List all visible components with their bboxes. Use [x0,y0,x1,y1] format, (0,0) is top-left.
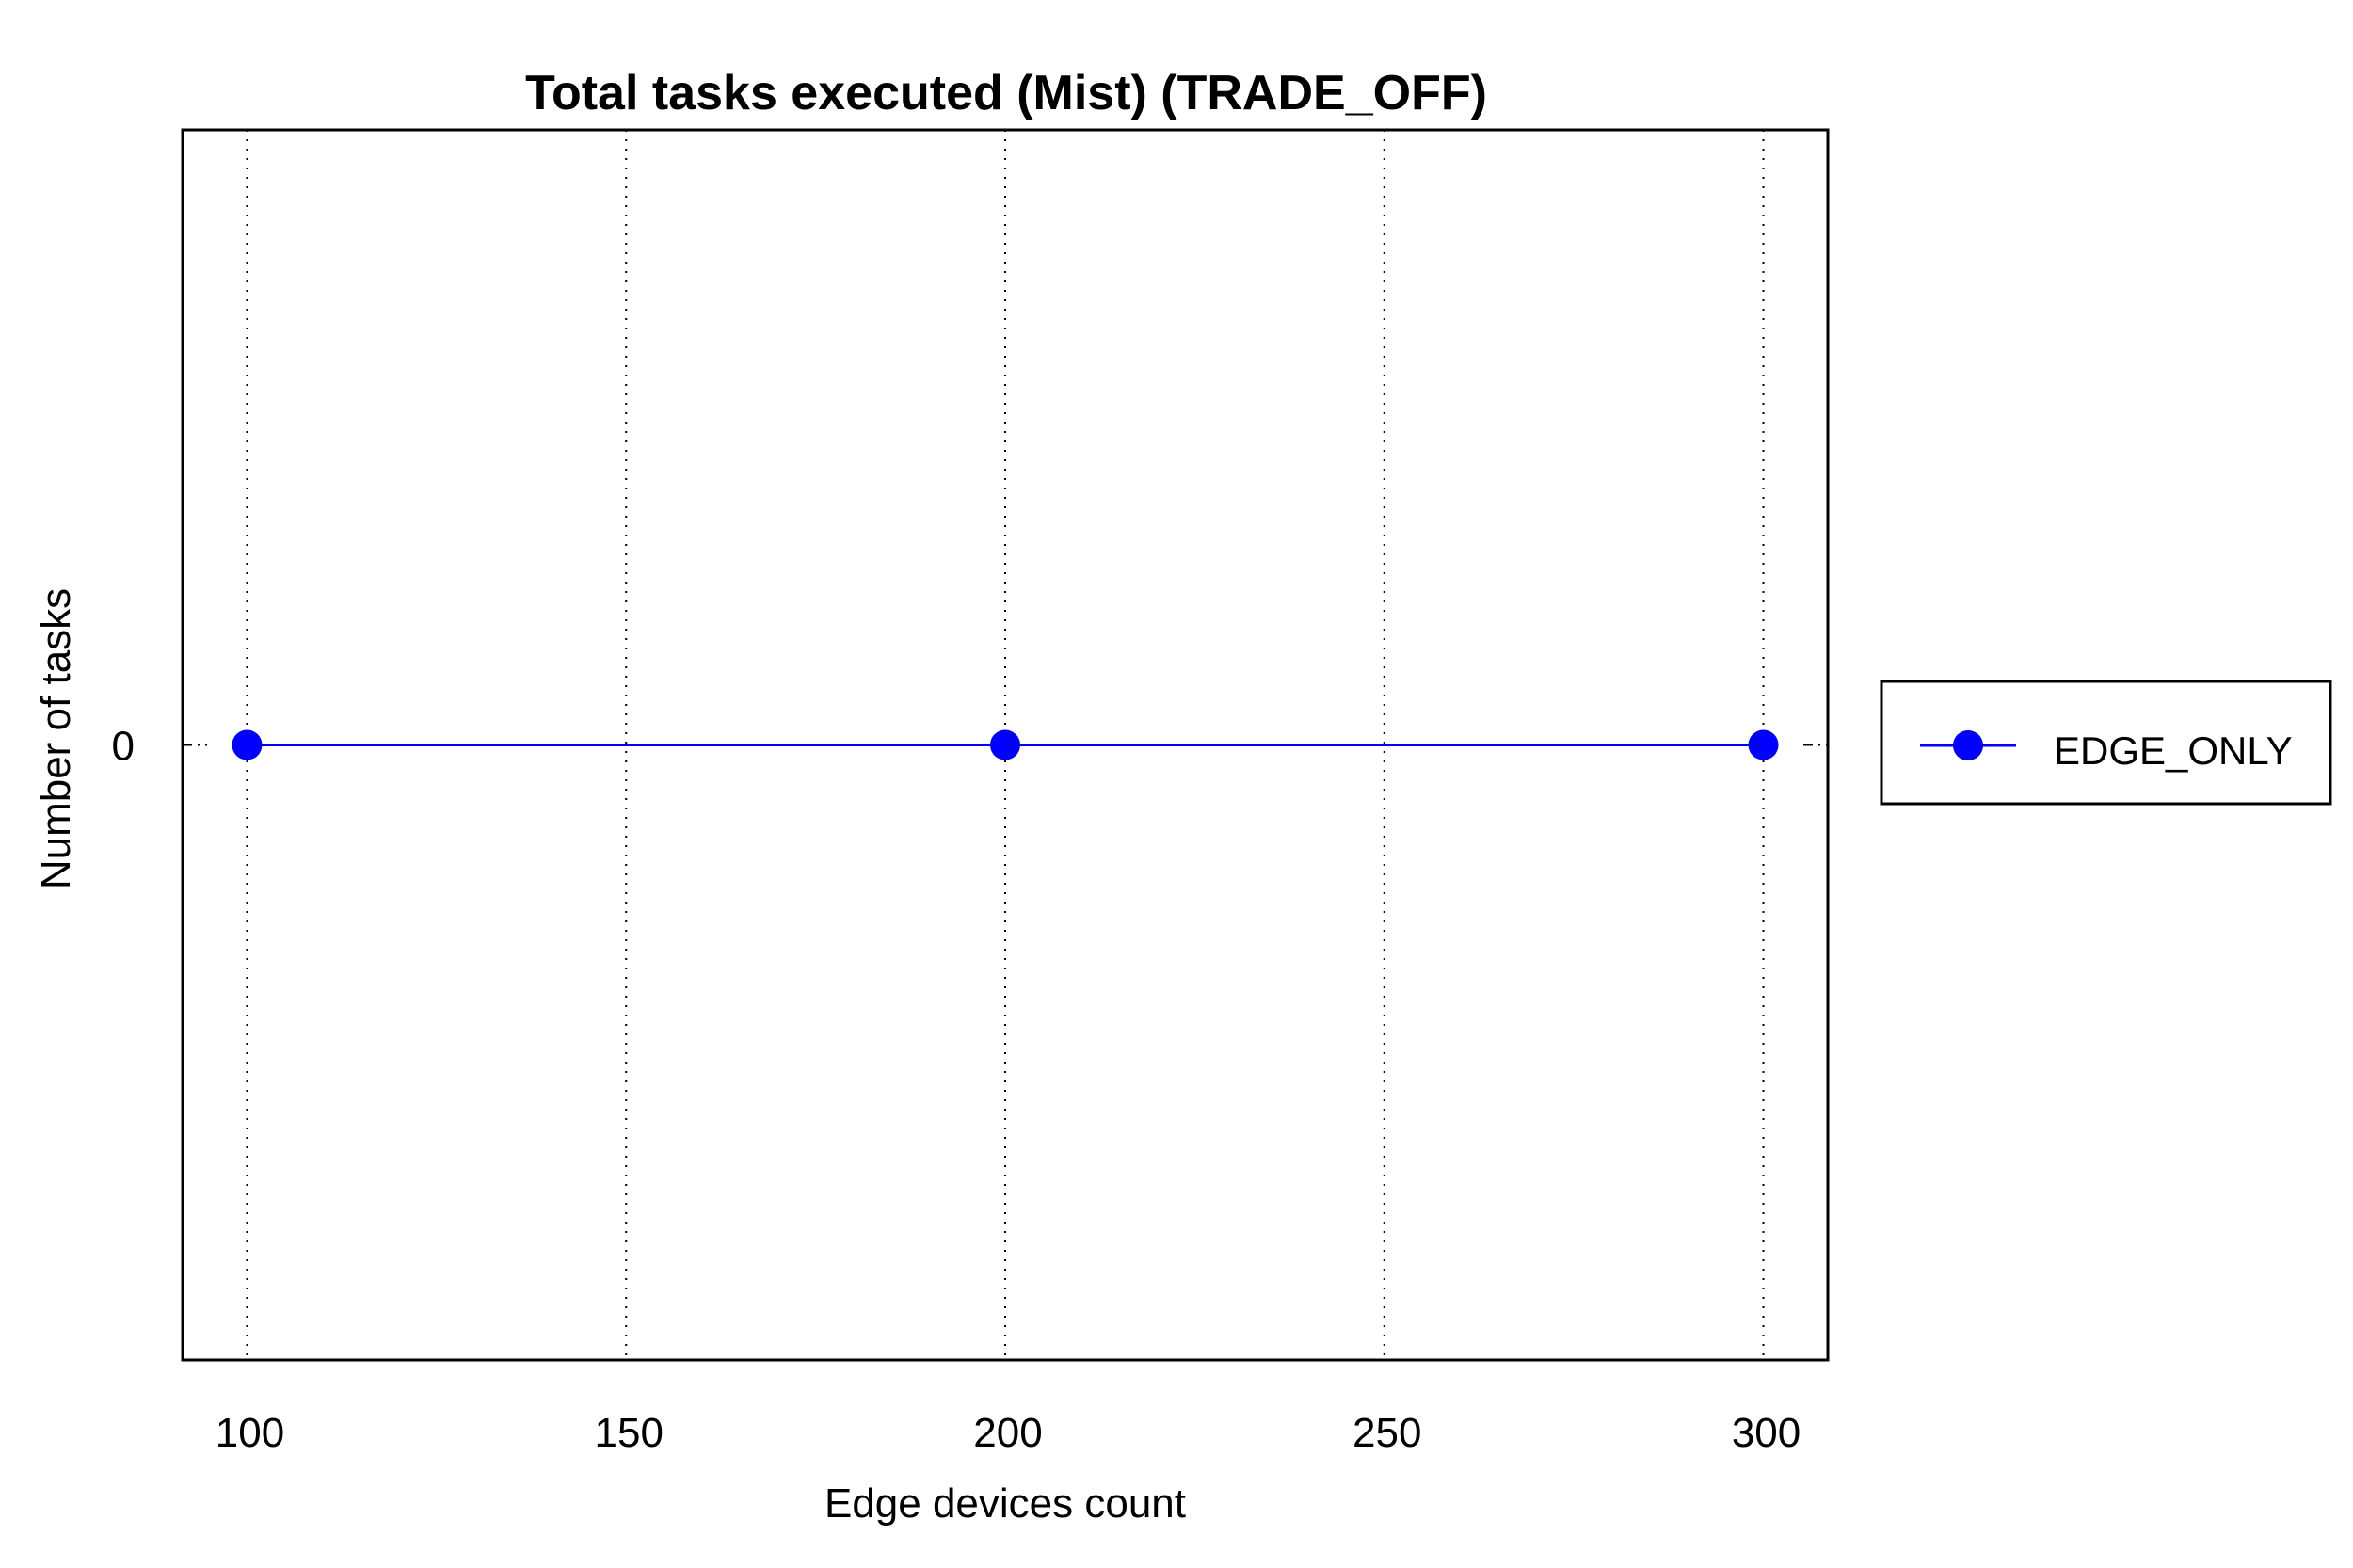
data-point [990,729,1020,760]
series-group [232,729,1779,760]
x-tick-label: 250 [1353,1410,1421,1456]
x-tick-label: 200 [973,1410,1042,1456]
x-tick-label: 100 [216,1410,284,1456]
data-point [1748,729,1779,760]
plot-frame [181,128,1830,1362]
legend: EDGE_ONLY [1880,680,2332,806]
x-tick-labels: 100 150 200 250 300 [216,1410,1801,1456]
x-tick-label: 150 [595,1410,664,1456]
legend-marker-edge-only [1953,730,1983,760]
x-tick-label: 300 [1732,1410,1801,1456]
data-point [232,729,263,760]
x-axis-label: Edge devices count [824,1480,1186,1527]
legend-label-edge-only: EDGE_ONLY [2054,728,2293,773]
y-tick-labels: 0 [112,724,135,770]
chart-title: Total tasks executed (Mist) (TRADE_OFF) [525,66,1487,120]
y-axis-label: Number of tasks [33,588,79,889]
y-tick-label: 0 [112,724,135,770]
